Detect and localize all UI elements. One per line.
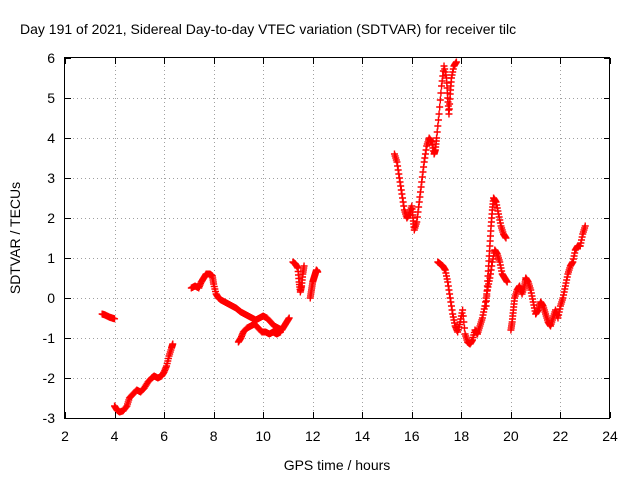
series-arc-3	[187, 270, 293, 334]
y-tick-label: -1	[43, 330, 56, 346]
data-point	[459, 306, 467, 314]
x-tick-label: 18	[454, 428, 470, 444]
x-tick-label: 10	[255, 428, 271, 444]
x-tick-label: 16	[404, 428, 420, 444]
grid	[65, 58, 610, 418]
series-arc-1	[98, 310, 119, 323]
data-point	[433, 134, 441, 142]
x-axis-label: GPS time / hours	[284, 457, 391, 473]
data-point	[433, 128, 441, 136]
data-point	[503, 278, 511, 286]
data-points	[98, 58, 589, 416]
series-arc-6	[306, 266, 322, 302]
y-tick-label: -3	[43, 410, 56, 426]
series-arc-8	[434, 246, 511, 348]
y-tick-labels: -3 -2 -1 0 1 2 3 4 5 6	[43, 50, 56, 426]
y-axis-label: SDTVAR / TECUs	[7, 182, 23, 294]
y-tick-label: 3	[47, 170, 55, 186]
series-arc-10	[507, 222, 589, 334]
data-point	[437, 89, 445, 97]
y-tick-label: 1	[47, 250, 55, 266]
x-tick-labels: 2 4 6 8 10 12 14 16 18 20 22 24	[61, 428, 618, 444]
series-arc-7	[390, 58, 460, 234]
x-tick-label: 2	[61, 428, 69, 444]
data-point	[300, 262, 308, 270]
data-point	[436, 103, 444, 111]
y-tick-label: 0	[47, 290, 55, 306]
series-arc-2	[111, 340, 177, 416]
x-tick-label: 12	[305, 428, 321, 444]
series-arc-4	[234, 320, 285, 346]
x-tick-label: 8	[210, 428, 218, 444]
y-tick-label: 2	[47, 210, 55, 226]
x-tick-label: 4	[111, 428, 119, 444]
data-point	[452, 58, 460, 66]
data-point	[277, 328, 285, 336]
data-point	[434, 122, 442, 130]
data-point	[111, 315, 119, 323]
data-point	[502, 234, 510, 242]
y-tick-label: 5	[47, 90, 55, 106]
data-point	[285, 314, 293, 322]
x-tick-label: 22	[553, 428, 569, 444]
data-point	[434, 116, 442, 124]
data-point	[581, 222, 589, 230]
chart-title: Day 191 of 2021, Sidereal Day-to-day VTE…	[20, 21, 516, 37]
x-tick-label: 6	[160, 428, 168, 444]
data-point	[435, 110, 443, 118]
y-tick-label: -2	[43, 370, 56, 386]
series-arc-9	[482, 194, 510, 310]
x-tick-label: 24	[602, 428, 618, 444]
data-point	[460, 318, 468, 326]
axis-ticks	[65, 58, 611, 419]
data-point	[436, 96, 444, 104]
series-arc-5	[289, 258, 308, 296]
plot-frame	[64, 57, 610, 419]
data-point	[169, 340, 177, 348]
x-tick-label: 20	[503, 428, 519, 444]
data-point	[314, 268, 322, 276]
x-tick-label: 14	[354, 428, 370, 444]
data-point	[460, 324, 468, 332]
data-point	[122, 403, 130, 411]
y-tick-label: 4	[47, 130, 55, 146]
data-point	[459, 312, 467, 320]
y-tick-label: 6	[47, 50, 55, 66]
